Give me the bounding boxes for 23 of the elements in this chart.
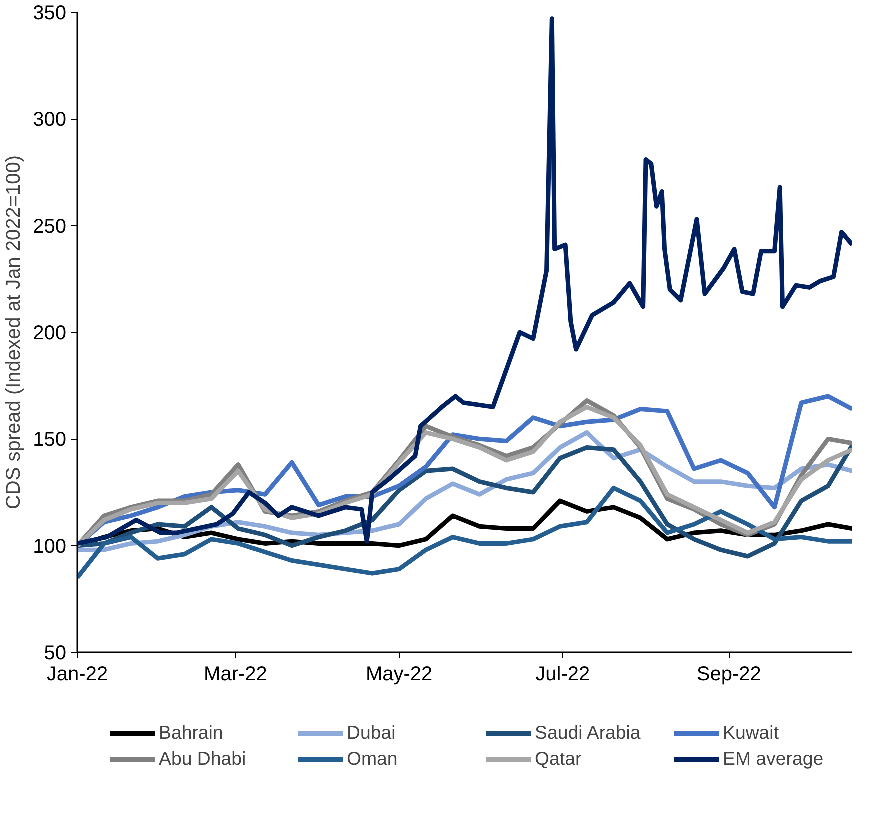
x-tick-label: Jul-22	[536, 664, 590, 686]
legend-label: Saudi Arabia	[535, 722, 642, 744]
line-series	[78, 16, 852, 546]
y-tick-label: 300	[33, 109, 67, 132]
y-tick-label: 100	[33, 536, 67, 558]
legend-label: Kuwait	[723, 722, 780, 744]
legend-label: Dubai	[347, 722, 397, 744]
legend-label: Bahrain	[159, 722, 224, 744]
x-tick-label: Jan-22	[46, 664, 108, 686]
y-tick-label: 200	[33, 322, 67, 344]
legend-label: Oman	[347, 748, 399, 770]
y-tick-label: 250	[33, 216, 67, 238]
legend-label: EM average	[723, 748, 825, 770]
y-axis-title: CDS spread (Indexed at Jan 2022=100)	[3, 155, 26, 510]
x-tick-label: May-22	[366, 664, 433, 686]
y-tick-label: 50	[44, 642, 67, 664]
x-tick-label: Mar-22	[204, 664, 268, 686]
line-series	[78, 486, 852, 580]
x-tick-label: Sep-22	[696, 664, 762, 686]
y-tick-label: 350	[33, 2, 67, 24]
y-tick-label: 150	[33, 429, 67, 452]
legend-label: Qatar	[535, 748, 583, 770]
legend-label: Abu Dhabi	[159, 748, 248, 770]
